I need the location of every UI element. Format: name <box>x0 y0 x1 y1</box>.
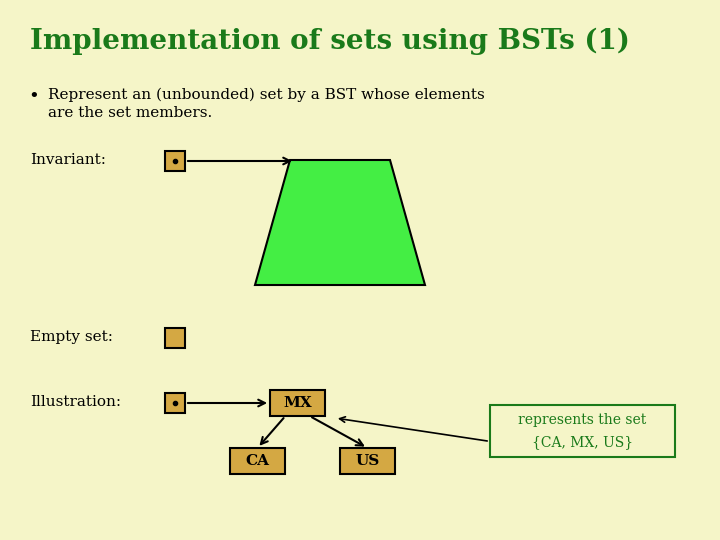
Text: {CA, MX, US}: {CA, MX, US} <box>532 435 633 449</box>
Text: Invariant:: Invariant: <box>30 153 106 167</box>
Polygon shape <box>255 160 425 285</box>
Text: •: • <box>28 88 39 106</box>
Bar <box>230 448 285 474</box>
Text: Illustration:: Illustration: <box>30 395 121 409</box>
Bar <box>165 328 185 348</box>
Text: US: US <box>356 454 379 468</box>
Text: represents the set: represents the set <box>518 413 647 427</box>
Text: Empty set:: Empty set: <box>30 330 113 344</box>
Text: MX: MX <box>283 396 312 410</box>
Text: Implementation of sets using BSTs (1): Implementation of sets using BSTs (1) <box>30 28 630 56</box>
Text: Represent an (unbounded) set by a BST whose elements: Represent an (unbounded) set by a BST wh… <box>48 88 485 103</box>
Bar <box>270 390 325 416</box>
Bar <box>165 393 185 413</box>
Text: CA: CA <box>246 454 269 468</box>
Bar <box>340 448 395 474</box>
Text: are the set members.: are the set members. <box>48 106 212 120</box>
Bar <box>490 405 675 457</box>
Bar <box>165 151 185 171</box>
